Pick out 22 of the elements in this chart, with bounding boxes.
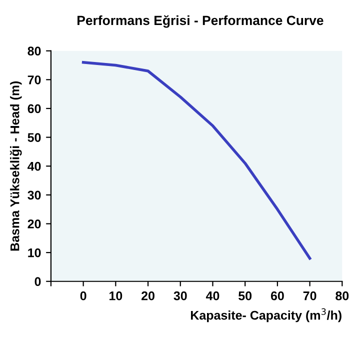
y-axis-title: Basma Yüksekliği - Head (m) [10,81,22,251]
x-tick-label: 70 [303,291,316,300]
y-tick-label: 30 [28,190,41,200]
x-tick-label: 20 [142,291,154,300]
x-tick-label: 10 [110,291,122,300]
x-tick-label: 60 [270,291,284,300]
y-tick-label: 0 [34,277,41,286]
y-tick-label: 70 [28,75,41,84]
x-tick-label: 30 [174,291,187,300]
x-tick-label: 50 [238,291,252,300]
chart-title: Performans Eğrisi - Performance Curve [78,15,324,28]
x-tick-label: 40 [206,291,220,300]
line-series [82,60,312,260]
y-tick-label: 80 [28,46,41,56]
y-tick-label: 40 [28,162,41,171]
x-axis-title: Kapasite- Capacity (m$^{3}$/h) [190,308,342,322]
y-tick-label: 20 [28,220,41,228]
y-tick-label: 10 [28,248,41,258]
x-tick-label: 80 [336,291,349,300]
y-tick-label: 60 [28,104,41,114]
x-tick-label: 0 [80,291,86,300]
y-tick-label: 50 [28,133,41,142]
